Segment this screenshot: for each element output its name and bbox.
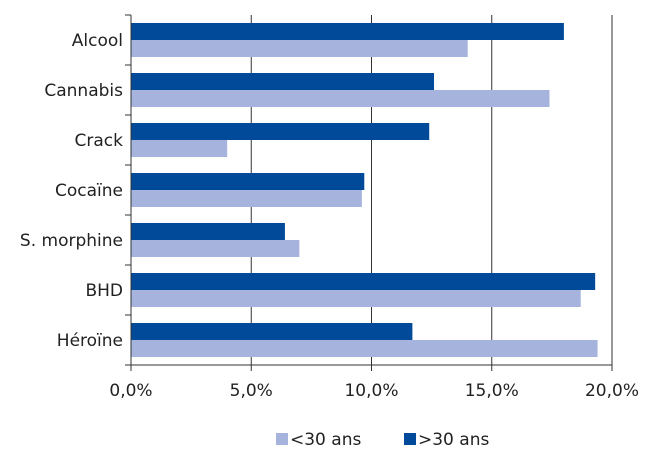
bar-over-30 [131, 273, 596, 290]
bar-over-30 [131, 73, 435, 90]
bars [131, 23, 598, 357]
bar-over-30 [131, 173, 365, 190]
legend-label-under-30: <30 ans [290, 430, 361, 450]
bar-under-30 [131, 340, 598, 357]
x-tick-label: 20,0% [585, 381, 639, 401]
legend-swatch-under-30 [276, 433, 288, 445]
axes [125, 14, 613, 371]
category-label: Cocaïne [55, 181, 123, 201]
category-label: Alcool [72, 31, 123, 51]
bar-over-30 [131, 23, 564, 40]
bar-under-30 [131, 140, 228, 157]
bar-under-30 [131, 290, 581, 307]
x-tick-labels: 0,0% 5,0% 10,0% 15,0% 20,0% [109, 381, 639, 401]
category-label: BHD [85, 281, 123, 301]
category-labels: Alcool Cannabis Crack Cocaïne S. morphine BHD… [20, 31, 123, 351]
bar-under-30 [131, 190, 362, 207]
bar-under-30 [131, 90, 550, 107]
bar-over-30 [131, 123, 430, 140]
category-label: S. morphine [20, 231, 123, 251]
legend-swatch-over-30 [404, 433, 416, 445]
bar-under-30 [131, 40, 468, 57]
x-tick-label: 5,0% [230, 381, 273, 401]
bar-under-30 [131, 240, 300, 257]
category-label: Héroïne [57, 331, 123, 351]
x-tick-label: 0,0% [109, 381, 152, 401]
legend-label-over-30: >30 ans [418, 430, 489, 450]
bar-over-30 [131, 223, 285, 240]
legend: <30 ans >30 ans [276, 430, 489, 450]
category-label: Crack [75, 131, 124, 151]
x-tick-label: 10,0% [344, 381, 398, 401]
category-label: Cannabis [44, 81, 123, 101]
x-tick-label: 15,0% [465, 381, 519, 401]
bar-over-30 [131, 323, 413, 340]
